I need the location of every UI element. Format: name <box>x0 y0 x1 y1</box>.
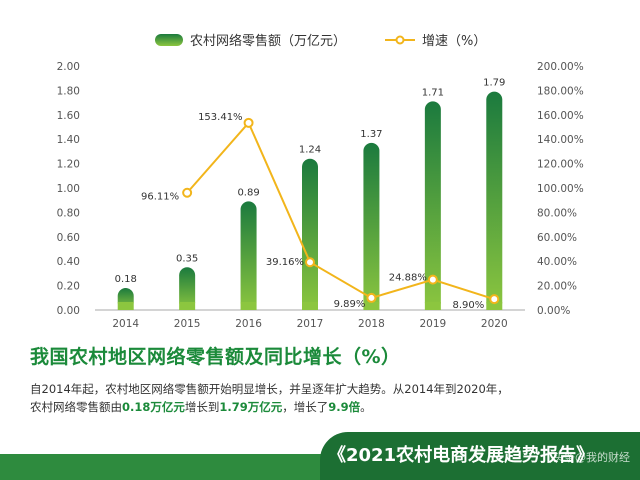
bar <box>363 142 380 310</box>
bar-value-label: 1.71 <box>422 87 444 98</box>
bar-value-label: 1.79 <box>483 78 505 89</box>
y-left-tick-label: 1.40 <box>57 134 80 146</box>
y-left-tick-label: 0.00 <box>57 305 80 317</box>
desc-highlight-end: 1.79万亿元 <box>219 400 283 414</box>
bar-base <box>117 302 134 310</box>
x-tick-label: 2015 <box>174 318 201 330</box>
line-value-label: 39.16% <box>266 257 304 268</box>
bar <box>302 158 318 310</box>
line-point <box>366 292 377 303</box>
legend-line-label: 增速（%） <box>422 34 486 49</box>
line-value-label: 9.89% <box>334 299 366 310</box>
line-point <box>182 187 193 198</box>
bar-base <box>302 302 318 310</box>
y-right-tick-label: 160.00% <box>537 110 584 122</box>
main-title: 我国农村地区网络零售额及同比增长（%） <box>30 346 401 368</box>
x-tick-label: 2017 <box>297 318 324 330</box>
line-point <box>489 294 500 305</box>
line-value-label: 153.41% <box>198 112 243 123</box>
growth-line <box>186 121 495 301</box>
bar <box>240 201 257 310</box>
y-left-tick-label: 1.80 <box>57 85 80 97</box>
desc-highlight-start: 0.18万亿元 <box>122 400 185 414</box>
y-left-tick-label: 2.00 <box>57 61 80 73</box>
bar-base <box>179 302 196 310</box>
line-value-label: 96.11% <box>141 192 179 203</box>
x-tick-label: 2019 <box>419 318 446 330</box>
y-right-tick-label: 200.00% <box>537 61 584 73</box>
line-point <box>305 257 315 268</box>
bar-value-label: 0.35 <box>176 253 198 264</box>
bar-base <box>363 302 380 310</box>
desc-highlight-growth: 9.9倍 <box>328 400 361 414</box>
desc-line-2-a: 农村网络零售额由 <box>30 400 122 414</box>
y-right-tick-label: 60.00% <box>537 232 577 244</box>
y-left-tick-label: 0.80 <box>57 207 80 219</box>
x-tick-label: 2016 <box>235 318 262 330</box>
x-tick-label: 2020 <box>481 318 508 330</box>
legend-bar-label: 农村网络零售额（万亿元） <box>190 33 346 49</box>
y-left-tick-label: 1.20 <box>57 159 80 171</box>
combo-chart: 农村网络零售额（万亿元） 增速（%） 0.00 0.20 0.40 0.60 0.80 1.… <box>57 33 584 330</box>
chart-axes: 0.00 0.20 0.40 0.60 0.80 1.00 1.20 1.40 1.60 1.80… <box>57 61 584 330</box>
legend-line-marker <box>395 35 405 45</box>
x-tick-label: 2014 <box>112 318 139 330</box>
y-right-tick-label: 40.00% <box>537 256 577 268</box>
watermark: 头条@我的财经 <box>553 451 630 464</box>
line-point <box>243 117 254 128</box>
desc-line-2-e: ，增长了 <box>282 400 329 414</box>
y-right-tick-label: 20.00% <box>537 281 577 293</box>
desc-line-2-c: 增长到 <box>184 400 220 414</box>
desc-line-2-g: 。 <box>360 400 372 414</box>
y-right-tick-label: 180.00% <box>537 85 584 97</box>
y-right-tick-label: 0.00% <box>537 305 570 317</box>
bar-value-label: 0.18 <box>115 274 137 285</box>
bar-base <box>424 302 441 310</box>
bar <box>424 101 441 310</box>
bar-base <box>486 302 503 310</box>
y-left-tick-label: 1.60 <box>57 110 80 122</box>
bar <box>179 267 196 310</box>
line-series: 96.11% 153.41% 39.16% 9.89% 24.88% 8.90% <box>141 112 500 311</box>
bar <box>486 91 503 311</box>
bar-value-label: 1.37 <box>360 129 382 140</box>
bar-value-label: 1.24 <box>299 145 321 156</box>
y-left-tick-label: 0.40 <box>57 256 80 268</box>
bar-base <box>240 302 257 310</box>
bar-series: 0.18 0.35 0.89 1.24 1.37 1.71 1.79 <box>115 78 505 311</box>
line-value-label: 8.90% <box>453 300 485 311</box>
report-source: 《2021农村电商发展趋势报告》 <box>328 445 595 466</box>
legend-bar-swatch <box>155 34 183 46</box>
line-value-label: 24.88% <box>389 273 427 284</box>
y-right-tick-label: 100.00% <box>537 183 584 195</box>
y-right-tick-label: 120.00% <box>537 159 584 171</box>
y-left-tick-label: 0.60 <box>57 232 80 244</box>
x-tick-label: 2018 <box>358 318 385 330</box>
footer-banner <box>320 432 640 480</box>
caption-block: 我国农村地区网络零售额及同比增长（%） 自2014年起，农村地区网络零售额开始明… <box>30 344 620 416</box>
y-left-tick-label: 1.00 <box>57 183 80 195</box>
y-right-tick-label: 80.00% <box>537 207 577 219</box>
line-point <box>427 274 438 285</box>
description: 自2014年起，农村地区网络零售额开始明显增长，并呈逐年扩大趋势。从2014年到… <box>30 380 620 416</box>
chart-legend: 农村网络零售额（万亿元） 增速（%） <box>155 33 486 49</box>
desc-line-1: 自2014年起，农村地区网络零售额开始明显增长，并呈逐年扩大趋势。从2014年到… <box>30 382 509 396</box>
bar-value-label: 0.89 <box>237 187 259 198</box>
y-right-tick-label: 140.00% <box>537 134 584 146</box>
y-left-tick-label: 0.20 <box>57 281 80 293</box>
